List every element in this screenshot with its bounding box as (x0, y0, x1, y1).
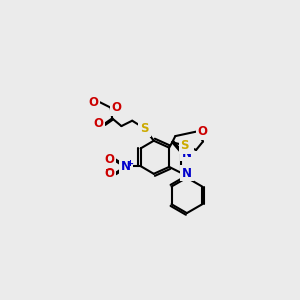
Text: O: O (104, 167, 115, 180)
Text: O: O (104, 153, 115, 166)
Text: O: O (111, 101, 122, 114)
Text: S: S (180, 139, 189, 152)
Text: +: + (126, 158, 134, 167)
Text: −: − (105, 165, 113, 175)
Text: O: O (94, 117, 104, 130)
Text: O: O (198, 125, 208, 138)
Text: N: N (182, 167, 192, 180)
Text: N: N (121, 160, 131, 172)
Text: N: N (182, 146, 192, 160)
Text: O: O (88, 96, 98, 109)
Text: S: S (140, 122, 149, 135)
